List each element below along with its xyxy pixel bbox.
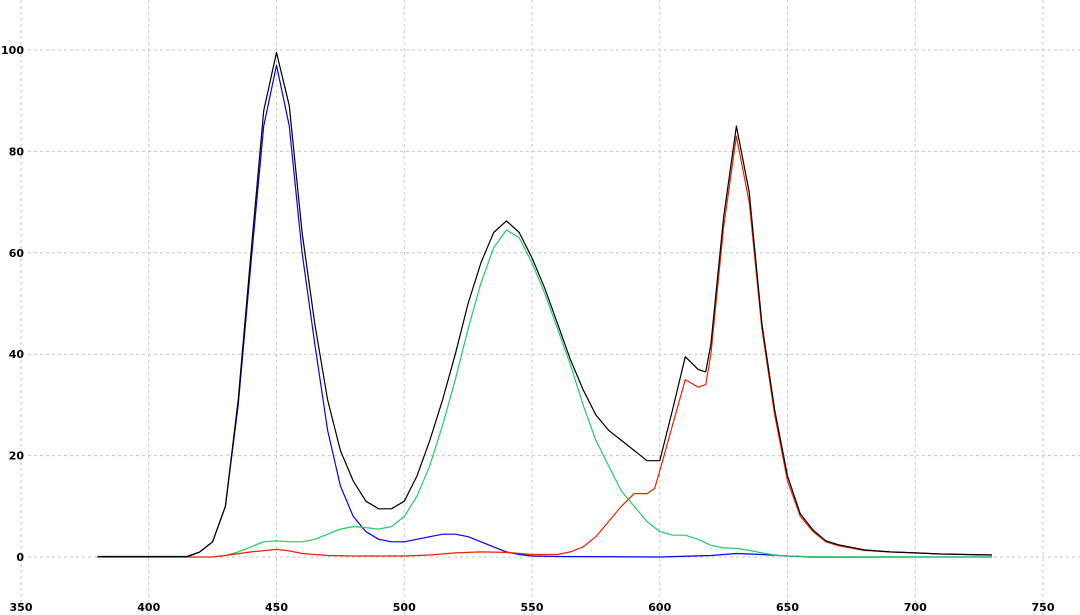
x-tick-label: 350	[10, 601, 33, 614]
y-tick-label: 100	[1, 44, 24, 57]
y-tick-label: 40	[9, 348, 25, 361]
y-tick-label: 80	[9, 145, 25, 158]
x-tick-label: 750	[1032, 601, 1055, 614]
x-tick-label: 650	[776, 601, 799, 614]
series-line-2	[97, 135, 992, 558]
y-axis-ticks: 0 20 40 60 80 100	[1, 44, 24, 564]
series-line-0	[97, 64, 992, 558]
x-tick-label: 400	[137, 601, 160, 614]
x-tick-label: 700	[904, 601, 927, 614]
series-lines	[97, 51, 992, 558]
x-tick-label: 550	[521, 601, 544, 614]
y-tick-label: 60	[9, 247, 25, 260]
y-tick-label: 20	[9, 450, 25, 463]
series-line-1	[212, 229, 992, 558]
series-line-3	[97, 51, 992, 558]
x-tick-label: 500	[393, 601, 416, 614]
x-axis-ticks: 350 400 450 500 550 600 650 700 750	[10, 601, 1055, 614]
y-tick-label: 0	[16, 551, 24, 564]
x-tick-label: 450	[265, 601, 288, 614]
grid	[20, 0, 1080, 615]
x-tick-label: 600	[648, 601, 671, 614]
